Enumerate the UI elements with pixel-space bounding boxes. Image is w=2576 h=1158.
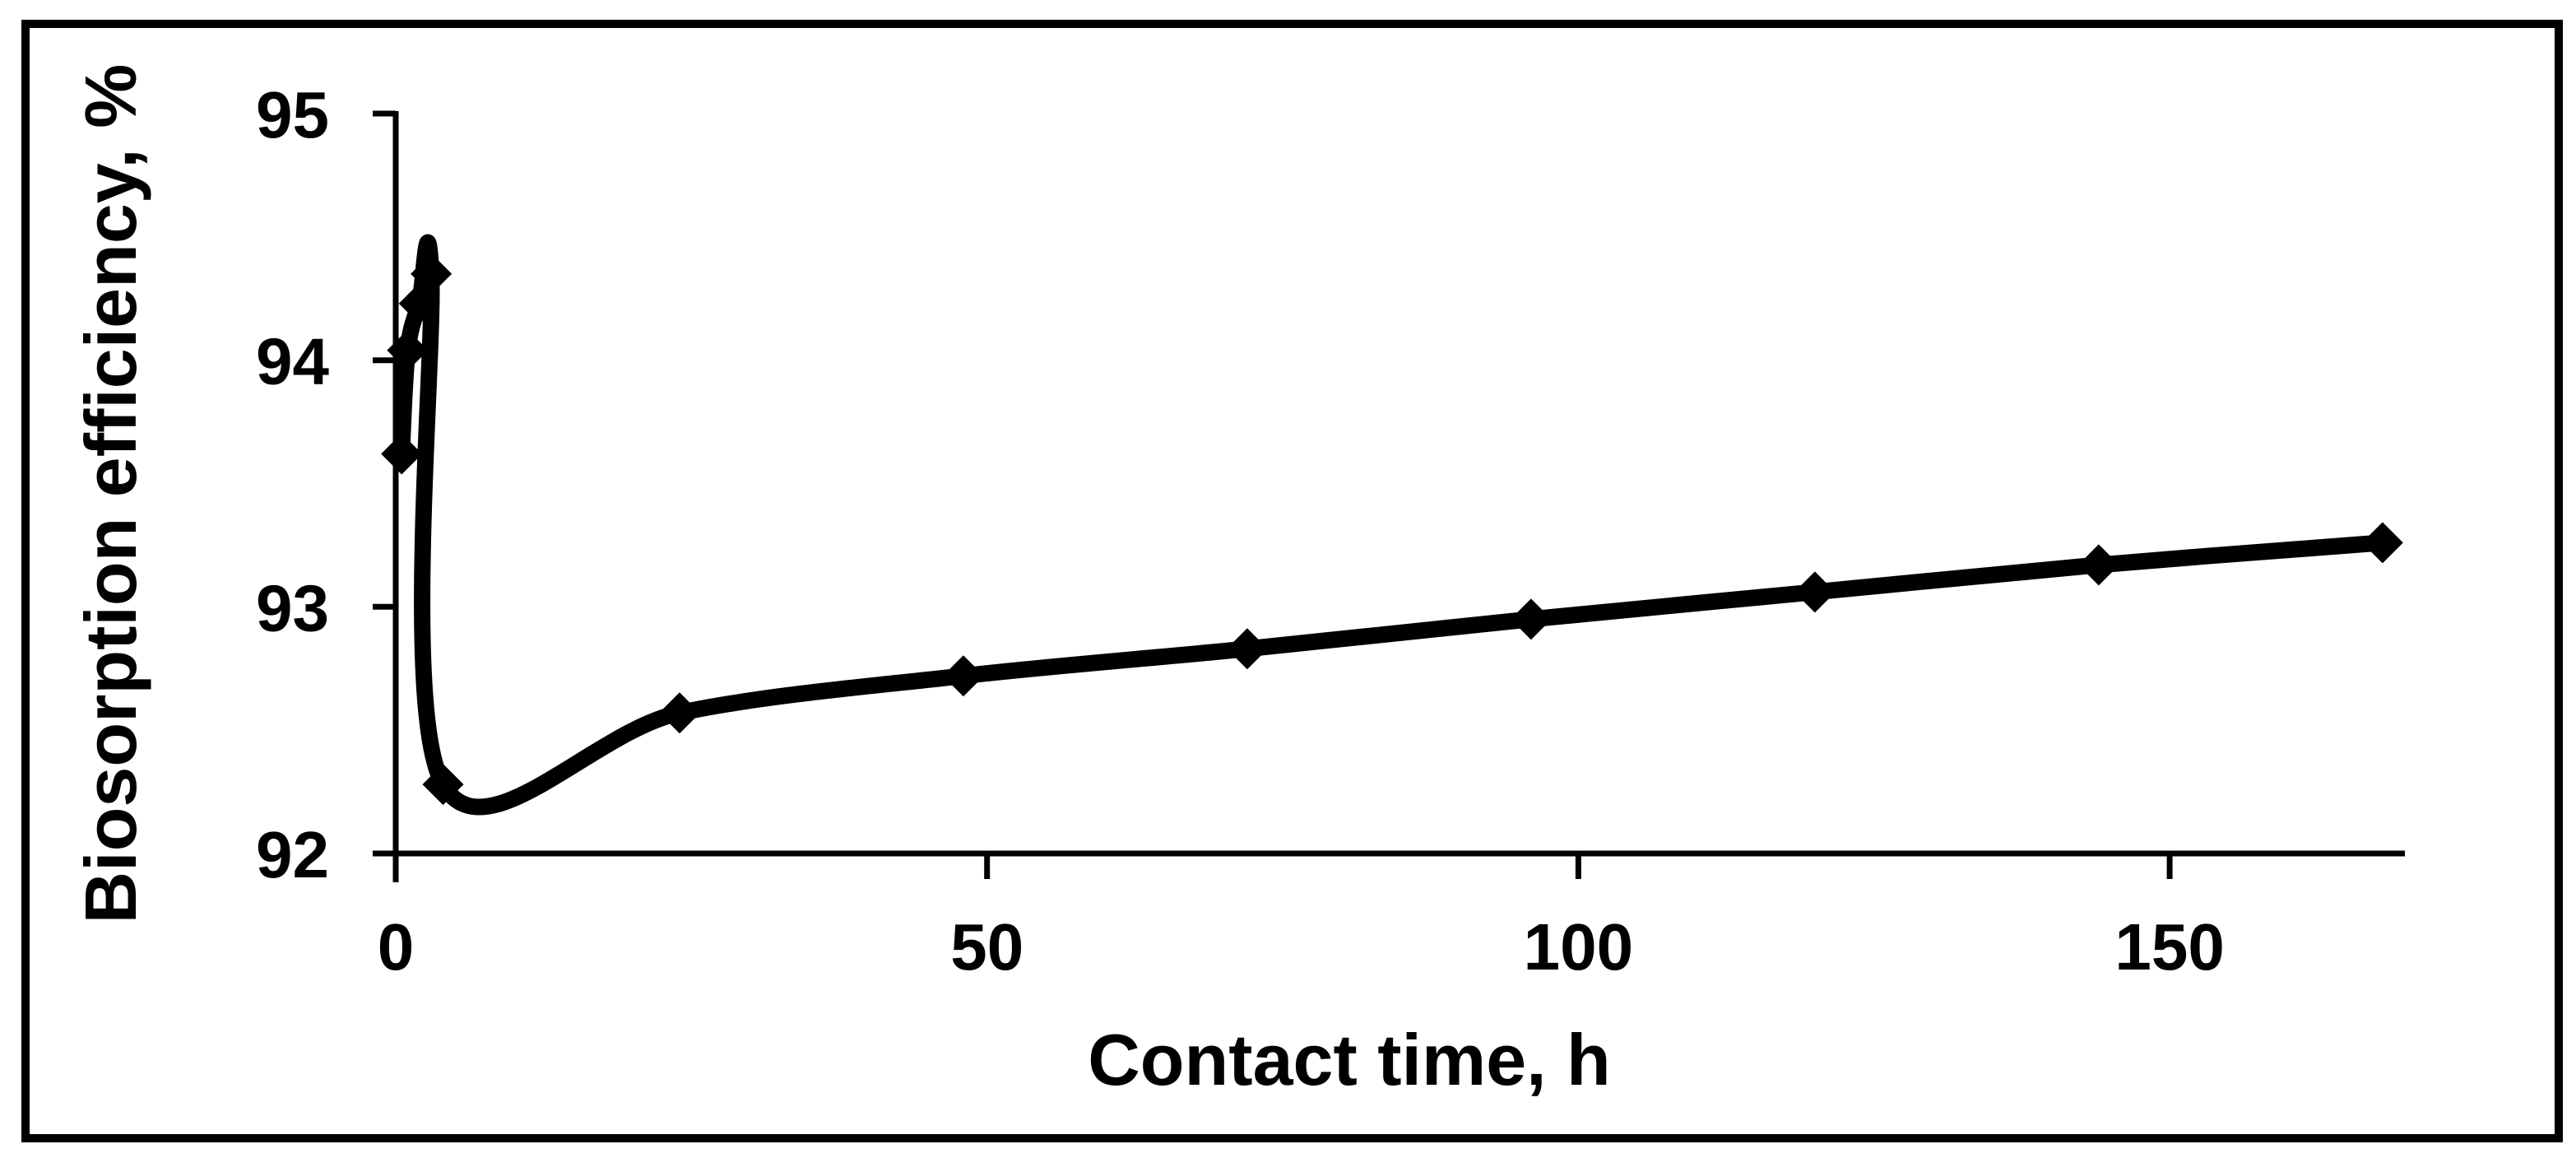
data-point-marker-72h [1226, 628, 1268, 670]
x-axis-ticks [392, 853, 2173, 879]
y-axis-title: Biosorption efficiency, % [70, 64, 151, 924]
data-point-marker-2h [398, 282, 440, 324]
data-point-marker-3h [411, 253, 453, 295]
x-tick-label-50: 50 [950, 910, 1023, 984]
y-tick-label-92: 92 [256, 818, 329, 891]
data-point-marker-144h [2077, 544, 2119, 586]
data-series-line [393, 234, 2391, 816]
y-tick-label-94: 94 [256, 325, 329, 398]
x-tick-label-0: 0 [378, 910, 415, 984]
data-point-marker-168h [2361, 522, 2403, 564]
x-axis-tick-labels: 0 50 100 150 [378, 910, 2225, 984]
data-point-marker-24h [658, 692, 700, 734]
axes [373, 110, 2405, 882]
data-point-marker-4h [422, 764, 464, 806]
y-axis-tick-labels: 95 94 93 92 [256, 78, 329, 891]
data-point-marker-48h [942, 655, 984, 697]
y-axis-ticks [373, 110, 396, 857]
data-point-markers [381, 253, 2403, 806]
data-point-marker-0.5h [381, 433, 423, 475]
data-point-marker-96h [1510, 598, 1552, 640]
x-axis-title: Contact time, h [1088, 1019, 1611, 1100]
x-tick-label-100: 100 [1524, 910, 1633, 984]
y-tick-label-93: 93 [256, 571, 329, 644]
x-tick-label-150: 150 [2114, 910, 2224, 984]
figure-border [21, 20, 2563, 1142]
data-point-marker-120h [1794, 571, 1836, 613]
data-point-marker-1h [387, 329, 429, 371]
y-tick-label-95: 95 [256, 78, 329, 151]
